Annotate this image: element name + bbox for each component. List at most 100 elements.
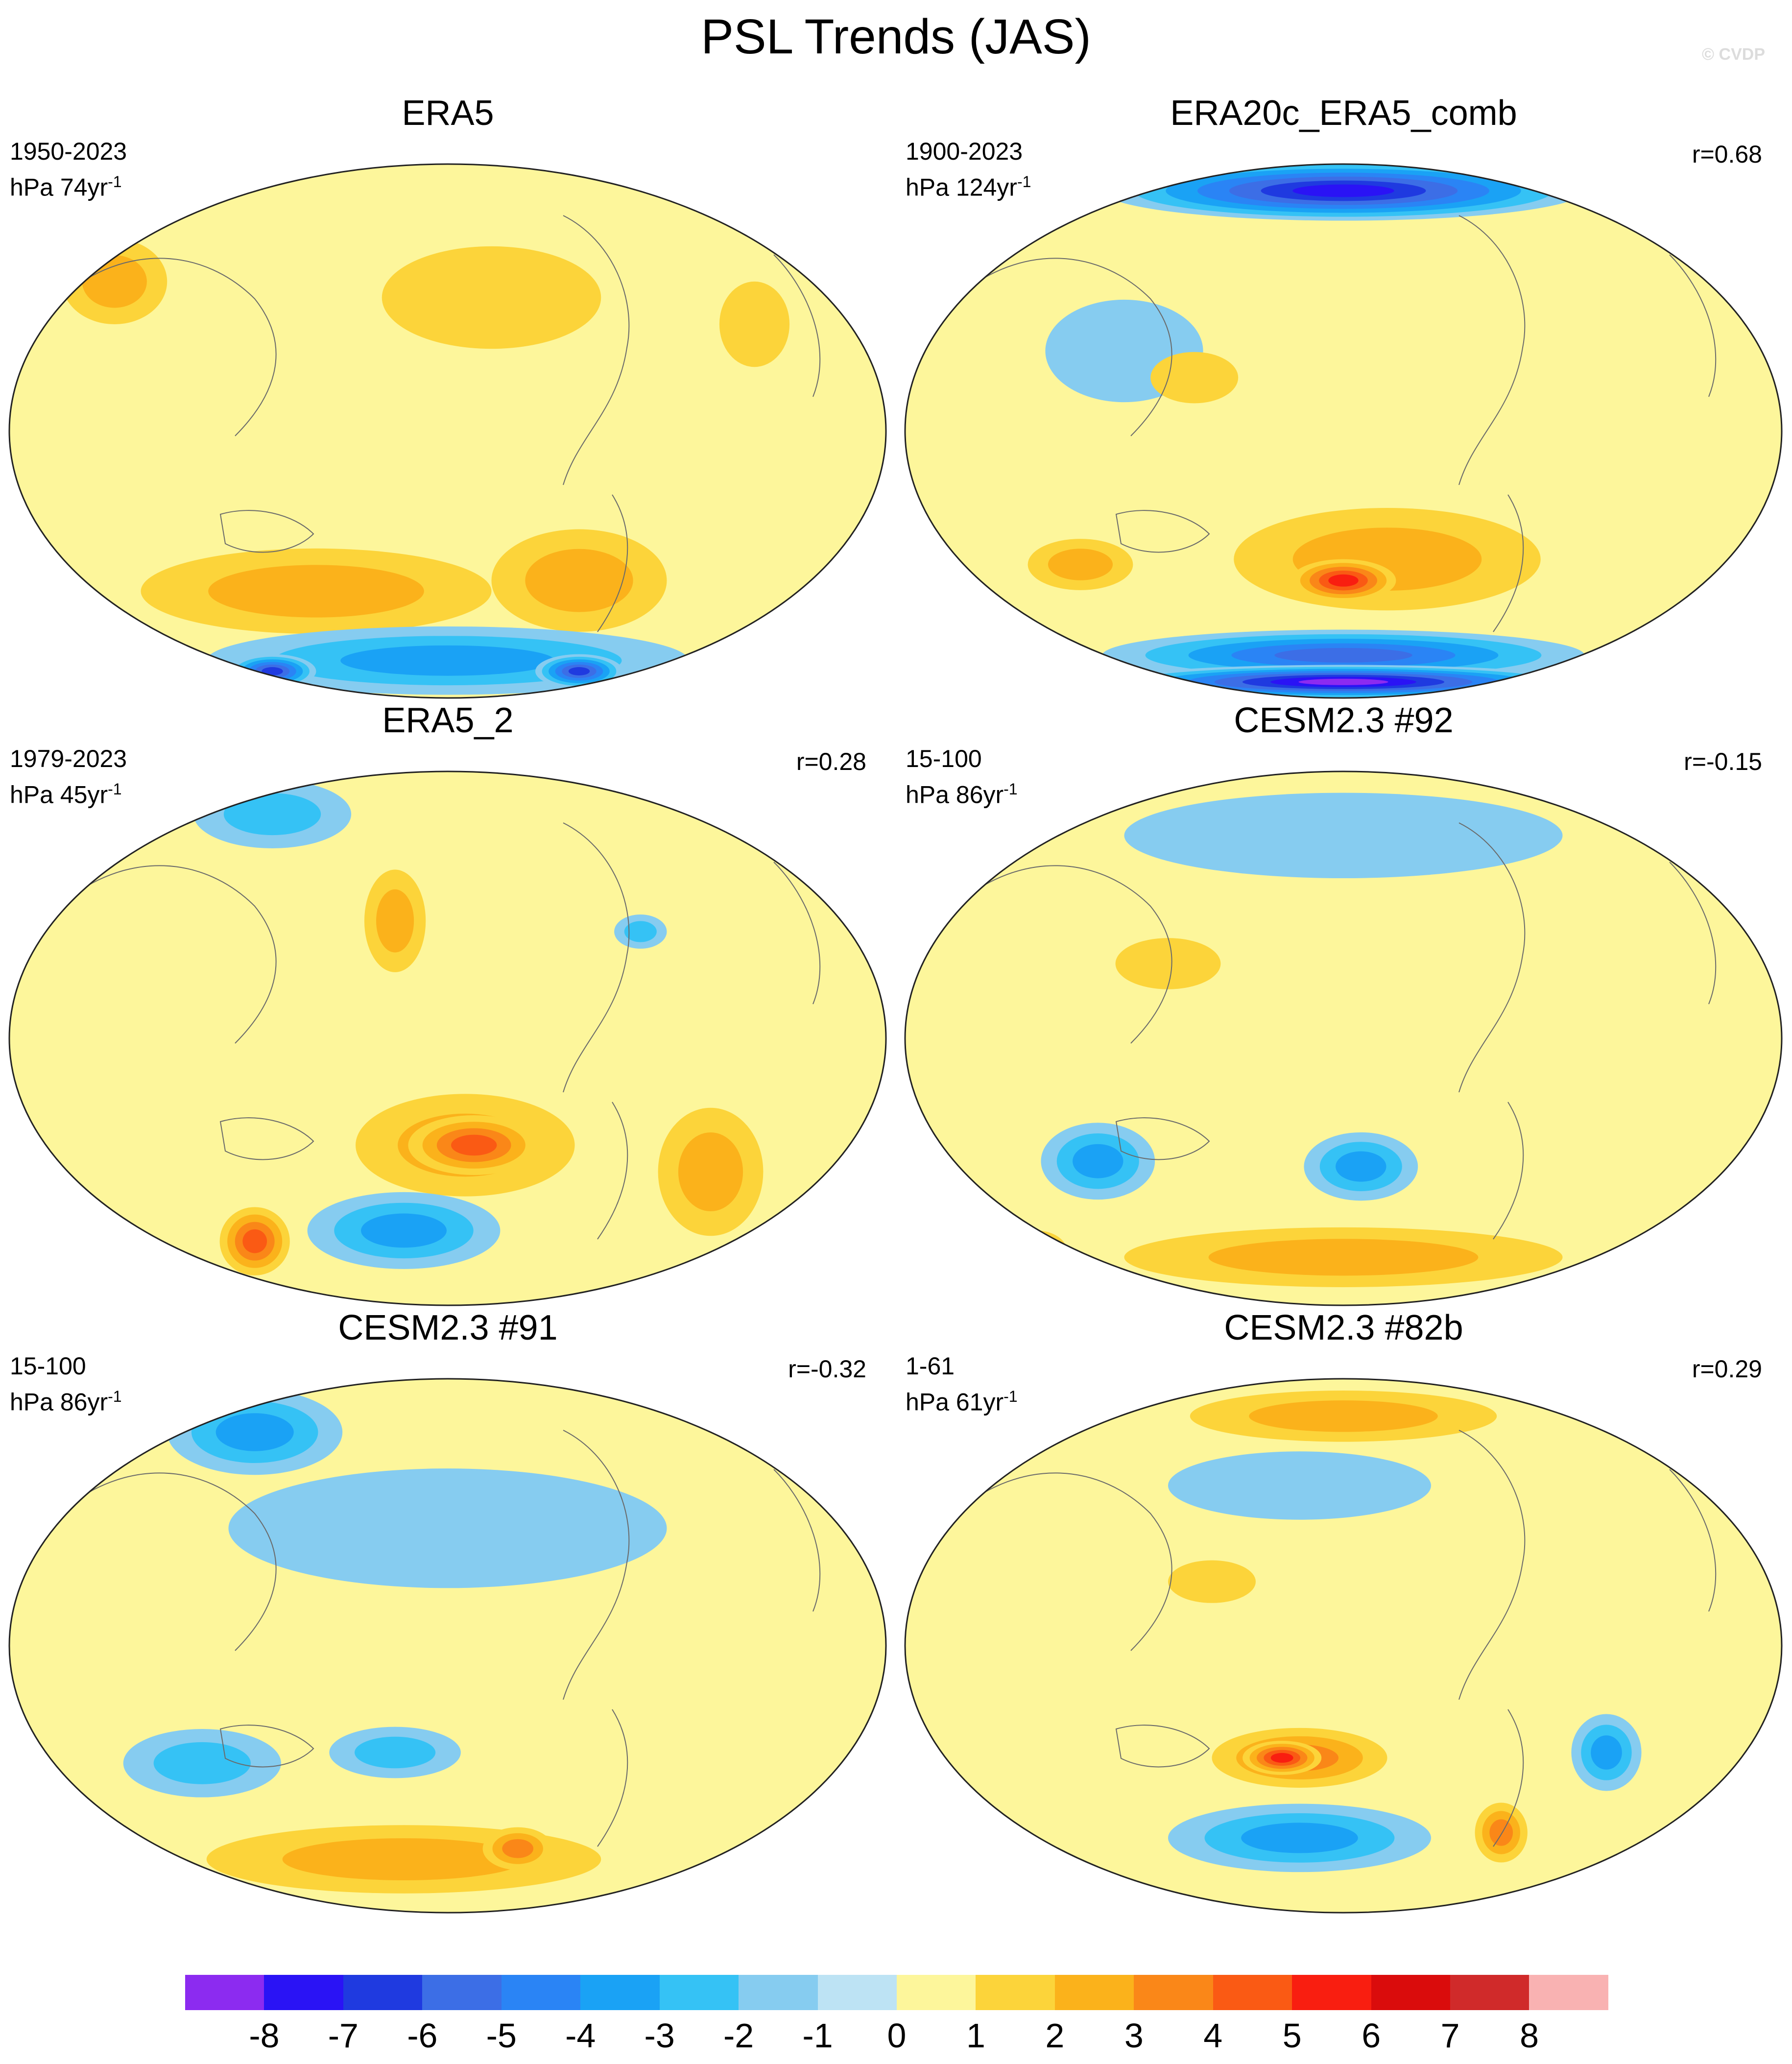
colorbar-tick-label: 4 [1203,2016,1223,2055]
period-label: 15-100 [906,745,982,772]
anomaly-contour [1336,1151,1386,1182]
panel-title: ERA20c_ERA5_comb [1170,94,1517,133]
colorbar-tick-label: -3 [644,2016,675,2055]
map-panel: ERA5_2 1979-2023 hPa 45yr-1 r=0.28 [0,700,896,1308]
map-panel: CESM2.3 #82b 1-61 hPa 61yr-1 r=0.29 [896,1308,1792,1915]
map-panel: ERA5 1950-2023 hPa 74yr-1 [0,93,896,700]
map-canvas [904,770,1783,1306]
credit-text: © CVDP [1702,45,1765,64]
colorbar-tick-label: 6 [1362,2016,1381,2055]
colorbar-tick-label: -8 [249,2016,280,2055]
anomaly-contour [1115,938,1221,989]
anomaly-contour [242,1229,267,1253]
colorbar-tick-label: 3 [1124,2016,1144,2055]
colorbar-segment [1450,1975,1529,2010]
map-canvas [8,1378,887,1914]
anomaly-contour [1591,1735,1622,1770]
coastlines [58,1430,821,1847]
colorbar-segment [343,1975,423,2010]
colorbar-tick-label: -6 [407,2016,438,2055]
anomaly-contour [1005,1230,1068,1273]
colorbar-tick-label: -1 [802,2016,833,2055]
anomaly-contour [1014,1236,1059,1268]
anomaly-contour [568,667,590,675]
anomaly-contour [1274,648,1412,663]
anomaly-contour [228,1468,667,1588]
anomaly-contour [262,667,283,675]
period-label: 15-100 [10,1352,86,1380]
panel-period: 1900-2023 hPa 124yr-1 [906,136,1031,203]
units-label: hPa 45yr-1 [10,780,122,809]
units-label: hPa 86yr-1 [906,780,1018,809]
colorbar-tick-label: 1 [966,2016,985,2055]
anomaly-contour [376,889,414,953]
anomaly-contour [1270,1752,1293,1763]
colorbar-segment [896,1975,976,2010]
map-outline [904,1378,1783,1914]
panel-title: ERA5_2 [382,701,514,740]
map-background [905,771,1782,1305]
coastlines [58,822,821,1240]
colorbar-labels: -8 -7 -6 -5 -4 -3 -2 -1 0 1 2 3 4 5 6 7 8 [0,2016,1792,2055]
units-label: hPa 86yr-1 [10,1388,122,1416]
anomaly-contour [678,1132,743,1211]
map-background [905,164,1782,698]
anomaly-contour [360,1213,447,1248]
anomaly-contour [382,246,601,349]
anomaly-contour [282,1838,526,1880]
anomaly-contour [1124,792,1563,878]
main-title: PSL Trends (JAS) [701,9,1091,64]
colorbar-segment [817,1975,897,2010]
coastlines [954,822,1717,1240]
colorbar-segment [739,1975,818,2010]
colorbar-segment [1292,1975,1371,2010]
anomaly-contour [719,281,790,367]
anomaly-contour [82,255,147,308]
colorbar-segment [264,1975,343,2010]
map-panel: CESM2.3 #92 15-100 hPa 86yr-1 r=-0.15 [896,700,1792,1308]
anomaly-contour [1298,678,1388,685]
coastlines [954,215,1717,632]
anomaly-contour [1208,1239,1479,1276]
map-outline [8,770,887,1306]
panel-period: 1950-2023 hPa 74yr-1 [10,136,127,203]
colorbar [185,1975,1608,2010]
map-canvas [904,163,1783,699]
colorbar-segment [185,1975,264,2010]
colorbar-segment [1134,1975,1213,2010]
anomaly-contour [1328,574,1359,587]
panel-period: 15-100 hPa 86yr-1 [906,744,1018,810]
period-label: 1950-2023 [10,138,127,165]
panel-title: CESM2.3 #82b [1224,1308,1463,1347]
correlation-label: r=0.68 [1692,141,1762,168]
colorbar-segment [1529,1975,1608,2010]
colorbar-tick-label: -5 [486,2016,517,2055]
anomaly-contour [1048,549,1113,580]
units-label: hPa 124yr-1 [906,173,1031,201]
units-label: hPa 74yr-1 [10,173,122,201]
map-panel: CESM2.3 #91 15-100 hPa 86yr-1 r=-0.32 [0,1308,896,1915]
anomaly-contour [1150,352,1239,404]
period-label: 1-61 [906,1352,955,1380]
map-outline [8,1378,887,1914]
colorbar-tick-label: 5 [1282,2016,1302,2055]
coastlines [58,215,821,632]
anomaly-contour [340,645,555,676]
anomaly-contour [624,921,657,942]
colorbar-tick-label: 2 [1045,2016,1065,2055]
anomaly-contour [153,1742,251,1784]
colorbar-tick-label: -7 [328,2016,358,2055]
map-canvas [904,1378,1783,1914]
correlation-label: r=-0.32 [788,1355,866,1383]
panel-title: CESM2.3 #91 [338,1308,558,1347]
anomaly-contour [1489,1819,1513,1846]
map-background [9,1379,886,1913]
colorbar-segment [659,1975,739,2010]
map-canvas [8,163,887,699]
anomaly-contour [1023,1242,1051,1262]
colorbar-segment [1054,1975,1134,2010]
anomaly-contour [1073,1144,1123,1178]
panel-period: 1-61 hPa 61yr-1 [906,1351,1018,1417]
anomaly-contour [1249,1400,1438,1432]
colorbar-segment [580,1975,660,2010]
